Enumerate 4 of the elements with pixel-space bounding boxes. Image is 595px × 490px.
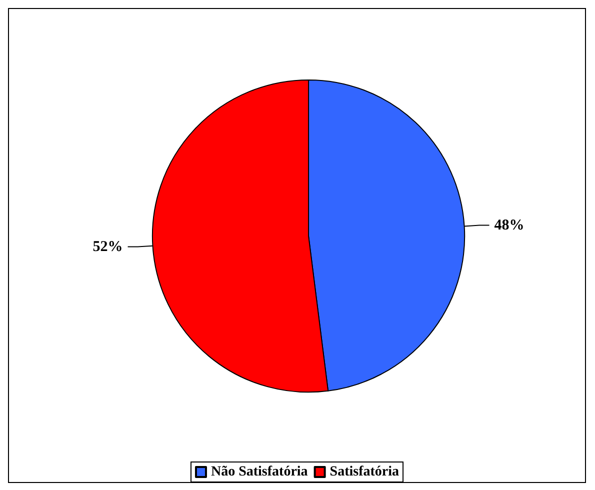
data-label: 48% [494, 217, 524, 234]
legend-label: Não Satisfatória [210, 464, 308, 480]
data-label: 52% [92, 238, 123, 255]
legend-label: Satisfatória [330, 464, 400, 480]
